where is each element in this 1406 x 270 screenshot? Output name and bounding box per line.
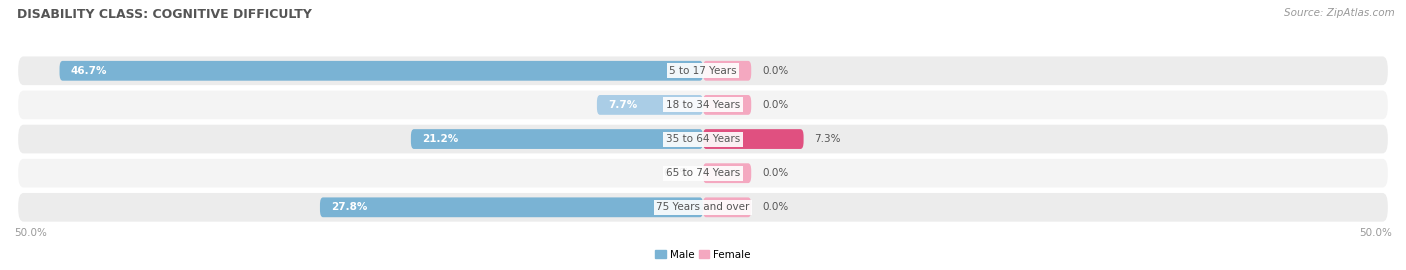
FancyBboxPatch shape	[411, 129, 703, 149]
Text: 0.0%: 0.0%	[762, 168, 789, 178]
FancyBboxPatch shape	[18, 193, 1388, 222]
Text: 21.2%: 21.2%	[422, 134, 458, 144]
Text: DISABILITY CLASS: COGNITIVE DIFFICULTY: DISABILITY CLASS: COGNITIVE DIFFICULTY	[17, 8, 312, 21]
FancyBboxPatch shape	[18, 90, 1388, 119]
Text: Source: ZipAtlas.com: Source: ZipAtlas.com	[1284, 8, 1395, 18]
Text: 50.0%: 50.0%	[14, 228, 46, 238]
Text: 75 Years and over: 75 Years and over	[657, 202, 749, 212]
FancyBboxPatch shape	[703, 129, 804, 149]
Text: 7.3%: 7.3%	[814, 134, 841, 144]
Text: 0.0%: 0.0%	[762, 202, 789, 212]
Text: 0.0%: 0.0%	[762, 100, 789, 110]
Text: 7.7%: 7.7%	[607, 100, 637, 110]
FancyBboxPatch shape	[18, 125, 1388, 153]
Text: 27.8%: 27.8%	[330, 202, 367, 212]
FancyBboxPatch shape	[598, 95, 703, 115]
Text: 18 to 34 Years: 18 to 34 Years	[666, 100, 740, 110]
FancyBboxPatch shape	[18, 159, 1388, 188]
FancyBboxPatch shape	[18, 56, 1388, 85]
Text: 35 to 64 Years: 35 to 64 Years	[666, 134, 740, 144]
FancyBboxPatch shape	[321, 197, 703, 217]
FancyBboxPatch shape	[59, 61, 703, 81]
FancyBboxPatch shape	[703, 197, 751, 217]
Text: 0.0%: 0.0%	[664, 168, 689, 178]
Text: 0.0%: 0.0%	[762, 66, 789, 76]
FancyBboxPatch shape	[703, 163, 751, 183]
Legend: Male, Female: Male, Female	[651, 246, 755, 264]
Text: 5 to 17 Years: 5 to 17 Years	[669, 66, 737, 76]
FancyBboxPatch shape	[703, 61, 751, 81]
FancyBboxPatch shape	[703, 95, 751, 115]
Text: 50.0%: 50.0%	[1360, 228, 1392, 238]
Text: 46.7%: 46.7%	[70, 66, 107, 76]
Text: 65 to 74 Years: 65 to 74 Years	[666, 168, 740, 178]
